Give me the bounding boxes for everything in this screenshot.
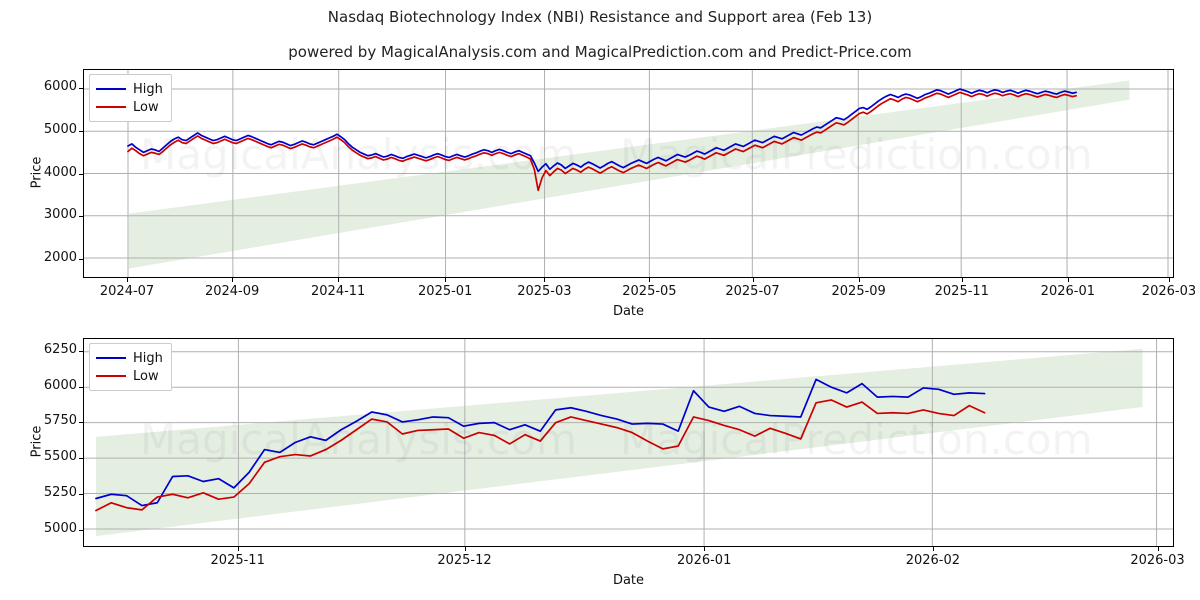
- legend-label-low: Low: [133, 368, 159, 384]
- x-tick-label: 2025-12: [437, 553, 492, 568]
- top-chart-x-axis-label: Date: [612, 304, 645, 319]
- legend-item-high[interactable]: High: [96, 80, 163, 98]
- y-tick-label: 2000: [43, 249, 77, 265]
- x-tick-label: 2026-01: [1040, 284, 1095, 299]
- y-tick-label: 6250: [43, 341, 77, 357]
- x-tick-mark: [752, 278, 754, 282]
- x-tick-mark: [544, 278, 546, 282]
- y-tick-label: 6000: [43, 79, 77, 95]
- x-tick-mark: [858, 278, 860, 282]
- legend-item-low[interactable]: Low: [96, 367, 163, 385]
- y-tick-mark: [79, 258, 83, 260]
- top-chart-plot-area: [83, 69, 1174, 278]
- y-tick-mark: [79, 422, 83, 424]
- x-tick-label: 2026-01: [677, 553, 732, 568]
- page-title: Nasdaq Biotechnology Index (NBI) Resista…: [327, 8, 873, 26]
- x-tick-mark: [1067, 278, 1069, 282]
- y-tick-label: 5250: [43, 485, 77, 501]
- y-tick-mark: [79, 529, 83, 531]
- y-tick-label: 5750: [43, 413, 77, 429]
- legend-label-high: High: [133, 81, 163, 97]
- y-tick-label: 5000: [43, 121, 77, 137]
- bottom-chart-canvas: [84, 339, 1173, 546]
- y-tick-mark: [79, 386, 83, 388]
- x-tick-label: 2025-03: [517, 284, 572, 299]
- y-tick-label: 4000: [43, 164, 77, 180]
- top-chart-canvas: [84, 70, 1173, 277]
- legend-line-low: [96, 375, 126, 377]
- y-tick-mark: [79, 458, 83, 460]
- x-tick-mark: [237, 547, 239, 551]
- x-tick-label: 2025-11: [210, 553, 265, 568]
- x-tick-label: 2024-11: [311, 284, 366, 299]
- x-tick-mark: [127, 278, 129, 282]
- x-tick-label: 2025-07: [725, 284, 780, 299]
- legend-item-high[interactable]: High: [96, 349, 163, 367]
- x-tick-mark: [932, 547, 934, 551]
- x-tick-label: 2025-01: [418, 284, 473, 299]
- legend-label-high: High: [133, 350, 163, 366]
- y-tick-label: 3000: [43, 207, 77, 223]
- legend-line-high: [96, 357, 126, 359]
- x-tick-mark: [338, 278, 340, 282]
- x-tick-label: 2024-09: [204, 284, 260, 299]
- y-tick-mark: [79, 494, 83, 496]
- legend-line-high: [96, 88, 126, 90]
- y-tick-mark: [79, 350, 83, 352]
- y-tick-label: 5500: [43, 449, 77, 465]
- y-tick-mark: [79, 173, 83, 175]
- page-subtitle: powered by MagicalAnalysis.com and Magic…: [288, 43, 912, 61]
- y-tick-mark: [79, 216, 83, 218]
- x-tick-mark: [649, 278, 651, 282]
- bottom-chart-plot-area: [83, 338, 1174, 547]
- x-tick-label: 2024-07: [99, 284, 155, 299]
- x-tick-mark: [464, 547, 466, 551]
- top-chart-legend[interactable]: High Low: [89, 74, 172, 122]
- legend-item-low[interactable]: Low: [96, 98, 163, 116]
- bottom-chart-legend[interactable]: High Low: [89, 343, 172, 391]
- x-tick-label: 2026-02: [905, 553, 961, 568]
- x-tick-mark: [232, 278, 234, 282]
- x-tick-mark: [704, 547, 706, 551]
- legend-line-low: [96, 106, 126, 108]
- x-tick-label: 2025-05: [622, 284, 677, 299]
- x-tick-mark: [1168, 278, 1170, 282]
- y-tick-mark: [79, 130, 83, 132]
- x-tick-label: 2026-03: [1141, 284, 1197, 299]
- x-tick-label: 2025-09: [831, 284, 886, 299]
- x-tick-mark: [1157, 547, 1159, 551]
- x-tick-label: 2025-11: [934, 284, 989, 299]
- bottom-chart-x-axis-label: Date: [612, 573, 645, 588]
- x-tick-mark: [445, 278, 447, 282]
- legend-label-low: Low: [133, 99, 159, 115]
- x-tick-label: 2026-03: [1130, 553, 1185, 568]
- x-tick-mark: [961, 278, 963, 282]
- y-tick-mark: [79, 88, 83, 90]
- y-tick-label: 6000: [43, 377, 77, 393]
- y-tick-label: 5000: [43, 520, 77, 536]
